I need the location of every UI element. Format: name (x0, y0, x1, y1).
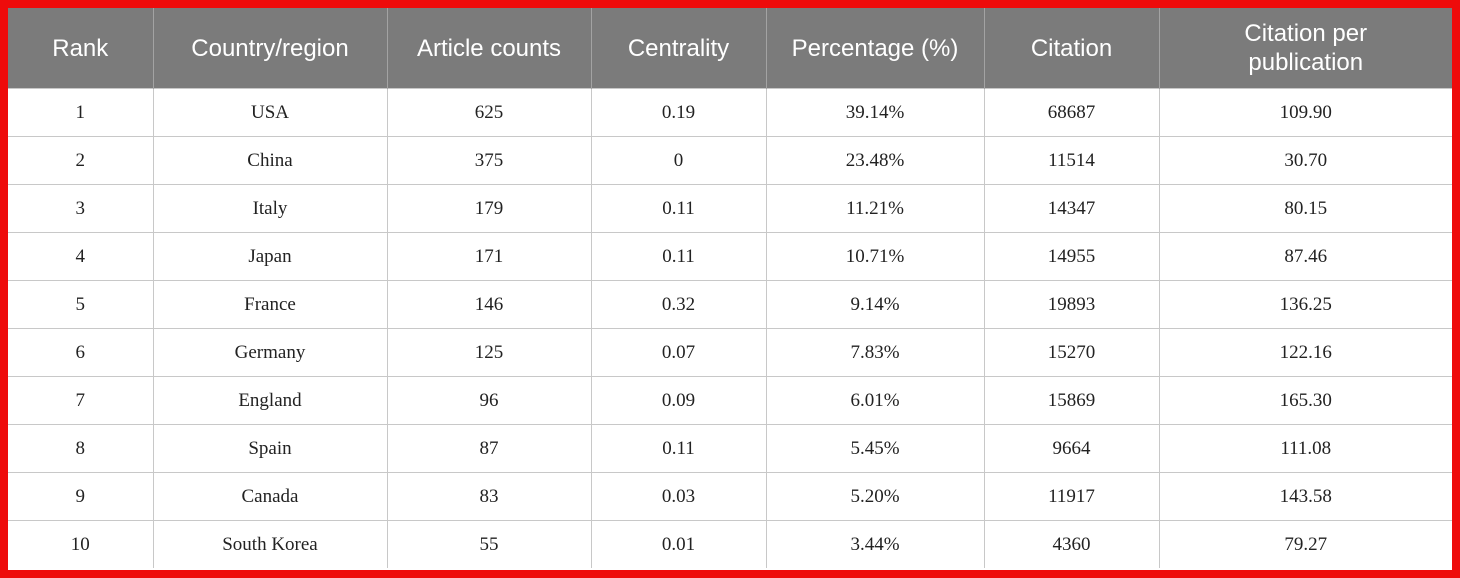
cell-country: Canada (152, 472, 388, 521)
cell-citation: 11514 (983, 136, 1160, 185)
cell-country: Japan (152, 232, 388, 281)
header-citation: Citation (984, 8, 1160, 89)
table-row: 8 Spain 87 0.11 5.45% 9664 111.08 (8, 424, 1452, 473)
table-row: 10 South Korea 55 0.01 3.44% 4360 79.27 (8, 520, 1452, 568)
header-percentage: Percentage (%) (766, 8, 985, 89)
cell-citation-per-publication: 109.90 (1158, 88, 1452, 137)
cell-country: South Korea (152, 520, 388, 568)
cell-article-counts: 171 (386, 232, 592, 281)
cell-citation-per-publication: 87.46 (1158, 232, 1452, 281)
cell-citation: 15270 (983, 328, 1160, 377)
cell-article-counts: 125 (386, 328, 592, 377)
cell-article-counts: 87 (386, 424, 592, 473)
cell-centrality: 0.11 (590, 232, 767, 281)
cell-citation-per-publication: 79.27 (1158, 520, 1452, 568)
cell-article-counts: 96 (386, 376, 592, 425)
cell-citation: 15869 (983, 376, 1160, 425)
cell-centrality: 0.32 (590, 280, 767, 329)
header-citation-per-publication: Citation per publication (1159, 8, 1452, 89)
cell-citation: 14955 (983, 232, 1160, 281)
cell-rank: 6 (8, 328, 154, 377)
cell-citation: 14347 (983, 184, 1160, 233)
table-row: 5 France 146 0.32 9.14% 19893 136.25 (8, 280, 1452, 329)
cell-citation-per-publication: 143.58 (1158, 472, 1452, 521)
table-row: 7 England 96 0.09 6.01% 15869 165.30 (8, 376, 1452, 425)
cell-country: Italy (152, 184, 388, 233)
cell-centrality: 0.11 (590, 424, 767, 473)
cell-country: France (152, 280, 388, 329)
country-table: Rank Country/region Article counts Centr… (8, 8, 1452, 568)
cell-percentage: 6.01% (765, 376, 985, 425)
cell-citation: 9664 (983, 424, 1160, 473)
cell-rank: 2 (8, 136, 154, 185)
cell-centrality: 0.01 (590, 520, 767, 568)
table-row: 6 Germany 125 0.07 7.83% 15270 122.16 (8, 328, 1452, 377)
cell-rank: 9 (8, 472, 154, 521)
cell-percentage: 3.44% (765, 520, 985, 568)
cell-rank: 3 (8, 184, 154, 233)
cell-percentage: 5.45% (765, 424, 985, 473)
cell-rank: 4 (8, 232, 154, 281)
cell-percentage: 7.83% (765, 328, 985, 377)
cell-percentage: 39.14% (765, 88, 985, 137)
table-frame: Rank Country/region Article counts Centr… (8, 8, 1452, 570)
cell-rank: 1 (8, 88, 154, 137)
cell-article-counts: 625 (386, 88, 592, 137)
cell-article-counts: 146 (386, 280, 592, 329)
cell-centrality: 0 (590, 136, 767, 185)
table-row: 1 USA 625 0.19 39.14% 68687 109.90 (8, 88, 1452, 137)
header-row: Rank Country/region Article counts Centr… (8, 8, 1452, 89)
cell-country: Germany (152, 328, 388, 377)
cell-centrality: 0.11 (590, 184, 767, 233)
header-centrality: Centrality (591, 8, 767, 89)
header-rank: Rank (8, 8, 154, 89)
cell-citation-per-publication: 80.15 (1158, 184, 1452, 233)
cell-rank: 7 (8, 376, 154, 425)
cell-percentage: 11.21% (765, 184, 985, 233)
cell-centrality: 0.09 (590, 376, 767, 425)
cell-country: Spain (152, 424, 388, 473)
table-row: 4 Japan 171 0.11 10.71% 14955 87.46 (8, 232, 1452, 281)
cell-centrality: 0.19 (590, 88, 767, 137)
cell-rank: 10 (8, 520, 154, 568)
cell-citation-per-publication: 136.25 (1158, 280, 1452, 329)
cell-article-counts: 375 (386, 136, 592, 185)
table-row: 9 Canada 83 0.03 5.20% 11917 143.58 (8, 472, 1452, 521)
cell-citation: 19893 (983, 280, 1160, 329)
cell-citation-per-publication: 165.30 (1158, 376, 1452, 425)
cell-citation-per-publication: 122.16 (1158, 328, 1452, 377)
cell-percentage: 10.71% (765, 232, 985, 281)
cell-citation-per-publication: 30.70 (1158, 136, 1452, 185)
cell-article-counts: 179 (386, 184, 592, 233)
table-row: 2 China 375 0 23.48% 11514 30.70 (8, 136, 1452, 185)
table-row: 3 Italy 179 0.11 11.21% 14347 80.15 (8, 184, 1452, 233)
cell-article-counts: 83 (386, 472, 592, 521)
header-country: Country/region (153, 8, 388, 89)
cell-article-counts: 55 (386, 520, 592, 568)
cell-centrality: 0.03 (590, 472, 767, 521)
cell-country: China (152, 136, 388, 185)
cell-citation: 4360 (983, 520, 1160, 568)
cell-rank: 8 (8, 424, 154, 473)
cell-percentage: 9.14% (765, 280, 985, 329)
header-citation-per-publication-label: Citation per publication (1244, 20, 1368, 76)
cell-rank: 5 (8, 280, 154, 329)
header-article-counts: Article counts (387, 8, 592, 89)
cell-country: England (152, 376, 388, 425)
cell-country: USA (152, 88, 388, 137)
cell-centrality: 0.07 (590, 328, 767, 377)
cell-citation-per-publication: 111.08 (1158, 424, 1452, 473)
cell-citation: 11917 (983, 472, 1160, 521)
cell-percentage: 23.48% (765, 136, 985, 185)
cell-citation: 68687 (983, 88, 1160, 137)
cell-percentage: 5.20% (765, 472, 985, 521)
